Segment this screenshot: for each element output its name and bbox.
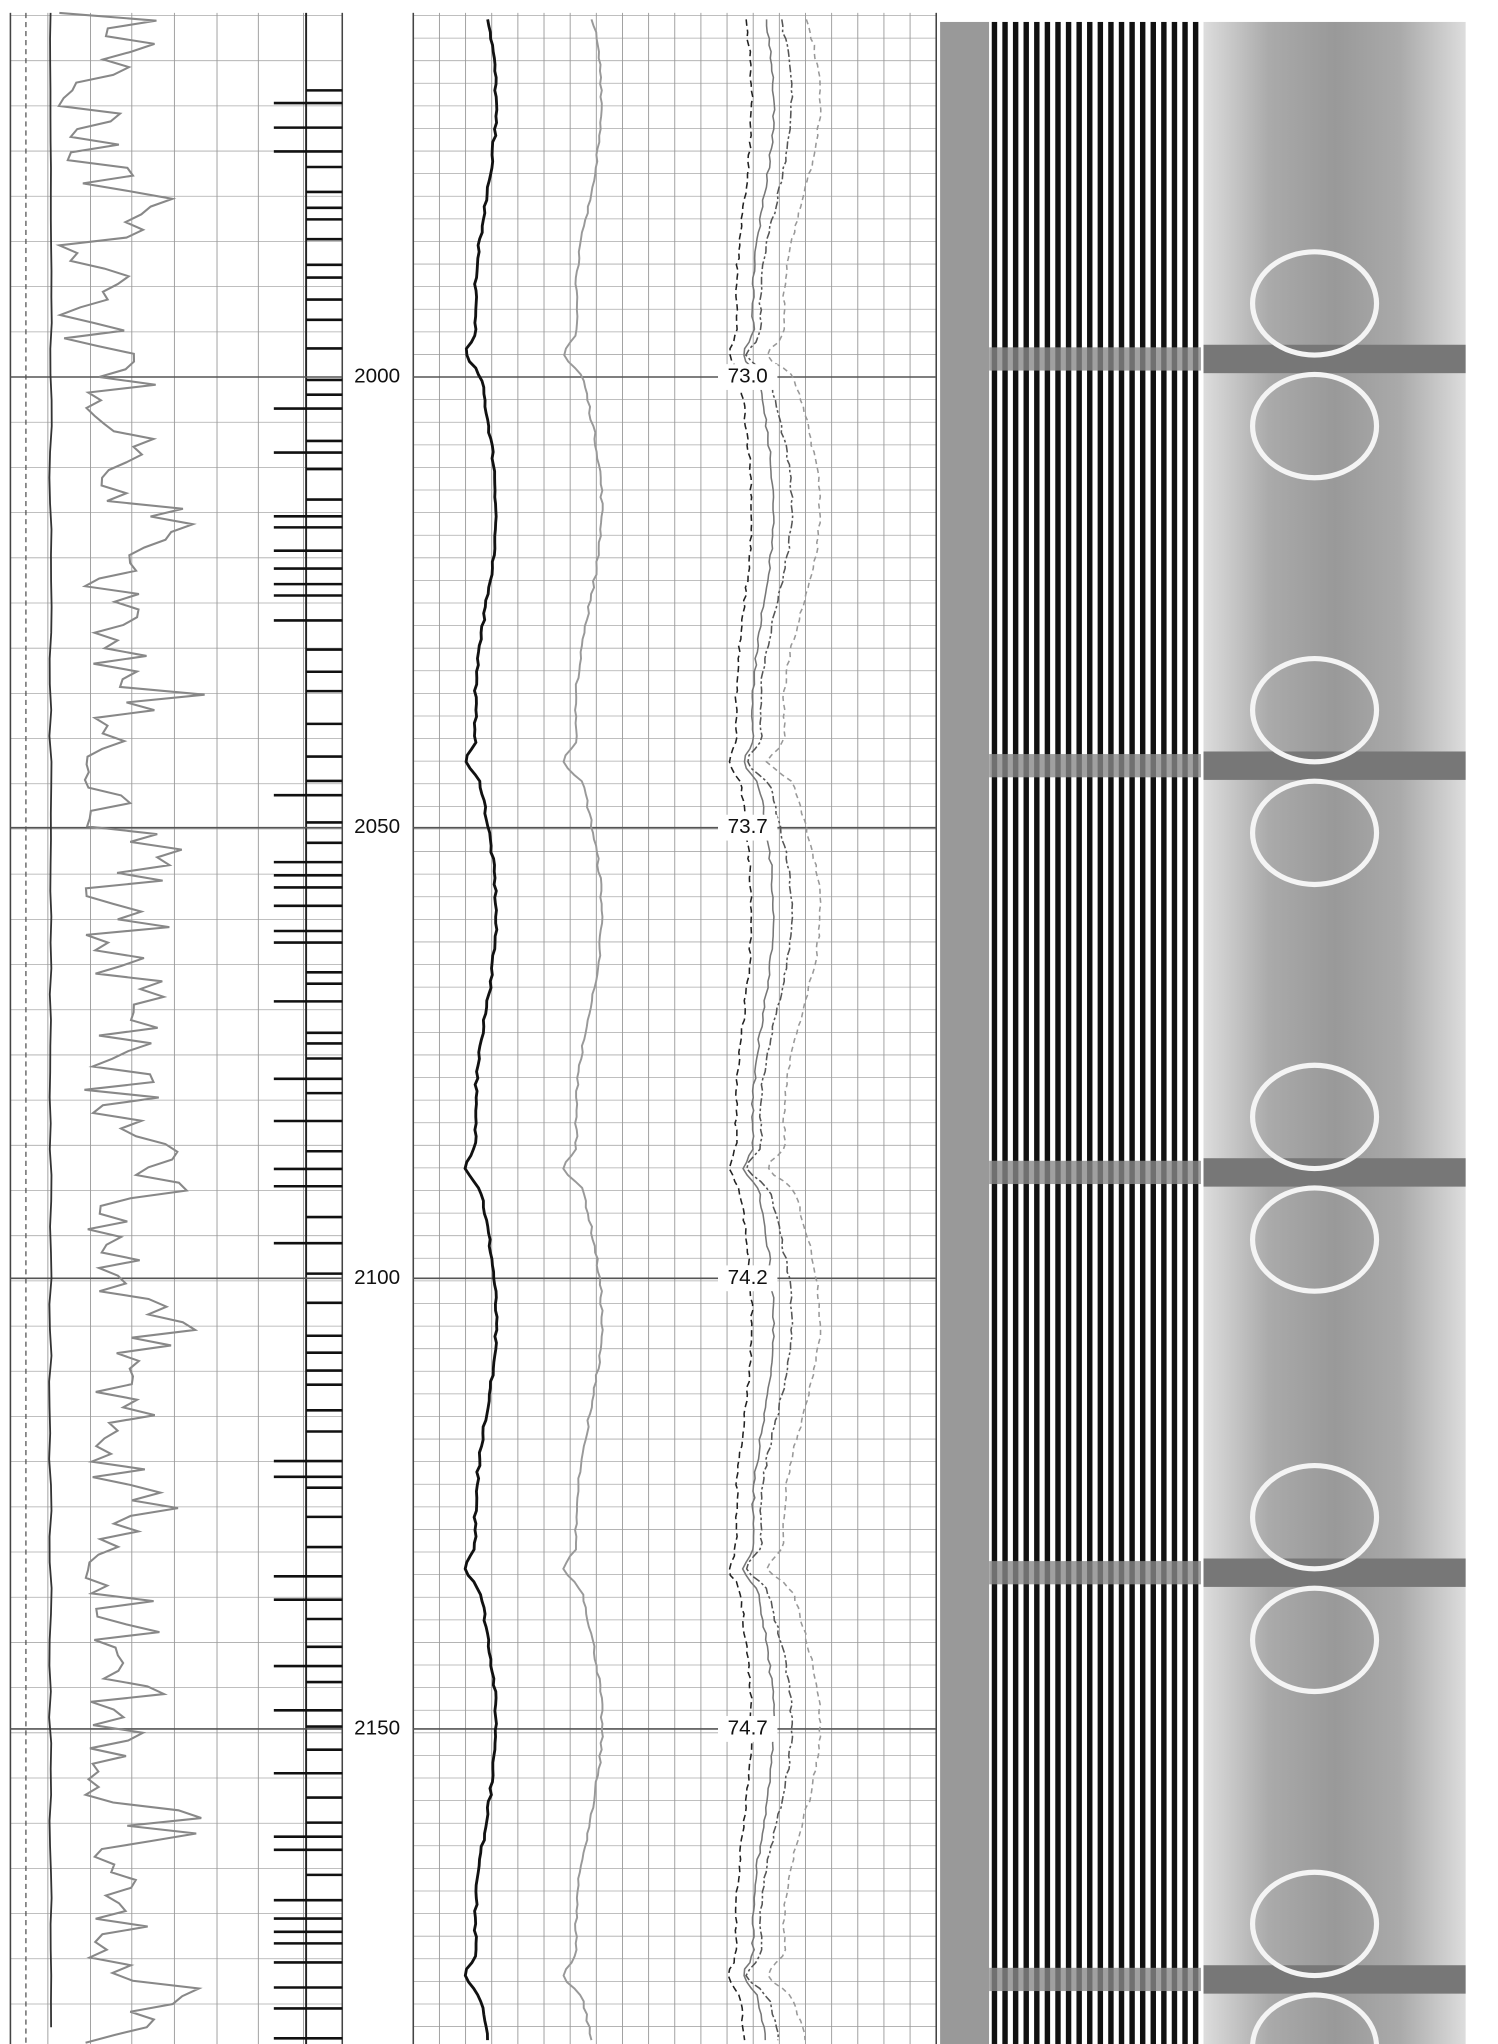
image-collar [1203, 344, 1466, 374]
image-ring [1249, 1062, 1380, 1172]
annotation-bg [718, 364, 778, 390]
annotation: 73.0 [728, 364, 768, 387]
image-ring [1250, 1992, 1380, 2044]
annotation: 74.7 [728, 1716, 768, 1739]
vdl-stripe [1087, 21, 1093, 2044]
image-ring [1249, 1869, 1380, 1979]
vdl-stripe [1012, 21, 1019, 2044]
depth-label: 2100 [354, 1266, 400, 1289]
vdl-collar [989, 754, 1201, 778]
vdl-stripe [1002, 21, 1008, 2044]
annotation: 74.2 [728, 1266, 768, 1289]
annotation: 73.7 [728, 815, 768, 838]
vdl-collar [989, 1561, 1201, 1585]
vdl-stripe [991, 21, 998, 2044]
log-curve [765, 19, 822, 2041]
vdl-bg [989, 21, 1201, 2044]
image-ring [1249, 249, 1380, 358]
tracks: 2000 2050 2100 2150 73.0 73.7 74.2 74.7 [9, 11, 1466, 2044]
annotation-bg [718, 814, 778, 841]
image-track [1203, 21, 1466, 2044]
image-ring [1249, 1585, 1380, 1695]
vdl-stripe [1182, 21, 1188, 2044]
vdl-stripe [1044, 21, 1051, 2044]
vdl-stripe [1097, 21, 1104, 2044]
image-ring [1249, 1462, 1380, 1572]
vdl-stripe [1118, 21, 1125, 2044]
vdl-collar [989, 347, 1201, 371]
vdl-stripe [1139, 21, 1146, 2044]
vdl-stripe [1023, 21, 1029, 2044]
depth-label: 2150 [354, 1716, 400, 1739]
image-collar [1203, 1158, 1466, 1187]
vdl-stripe [1076, 21, 1082, 2044]
vdl-collar [989, 1160, 1201, 1185]
vdl-band [940, 21, 990, 2044]
log-curve [744, 19, 794, 2041]
depth-label: 2050 [354, 815, 400, 838]
vdl-stripe [1108, 21, 1114, 2044]
annotation-bg [718, 1716, 778, 1742]
log-curve [727, 19, 754, 2041]
depth-label: 2000 [354, 364, 400, 387]
vdl-stripe [1192, 21, 1199, 2044]
log-curve [562, 19, 604, 2041]
log-curve [741, 19, 776, 2041]
vdl-stripe [1171, 21, 1178, 2044]
sp-curve [48, 12, 53, 2028]
annotation-bg [718, 1265, 778, 1292]
image-collar [1203, 1558, 1466, 1587]
image-ring [1249, 778, 1380, 888]
image-ring [1249, 371, 1380, 481]
vdl-stripe [1065, 21, 1072, 2044]
vdl-collar [989, 1967, 1201, 1992]
vdl-stripe [1034, 21, 1040, 2044]
vdl-stripe [1055, 21, 1061, 2044]
gamma-curve [55, 11, 205, 2044]
log-curve [463, 19, 499, 2041]
vdl-stripe [1150, 21, 1156, 2044]
vdl-stripe [1161, 21, 1167, 2044]
image-ring [1249, 1185, 1380, 1294]
image-collar [1203, 751, 1466, 780]
vdl-stripe [1129, 21, 1135, 2044]
image-ring [1249, 655, 1380, 765]
image-collar [1203, 1965, 1466, 1994]
